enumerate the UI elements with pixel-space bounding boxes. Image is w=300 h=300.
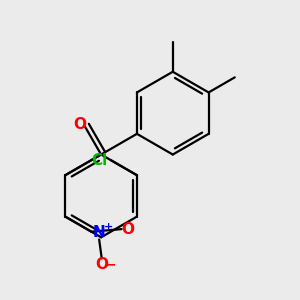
Text: O: O <box>73 117 86 132</box>
Text: N: N <box>93 225 106 240</box>
Text: +: + <box>104 222 113 233</box>
Text: Cl: Cl <box>91 153 107 168</box>
Text: −: − <box>104 257 116 272</box>
Text: O: O <box>121 222 134 237</box>
Text: O: O <box>95 257 108 272</box>
